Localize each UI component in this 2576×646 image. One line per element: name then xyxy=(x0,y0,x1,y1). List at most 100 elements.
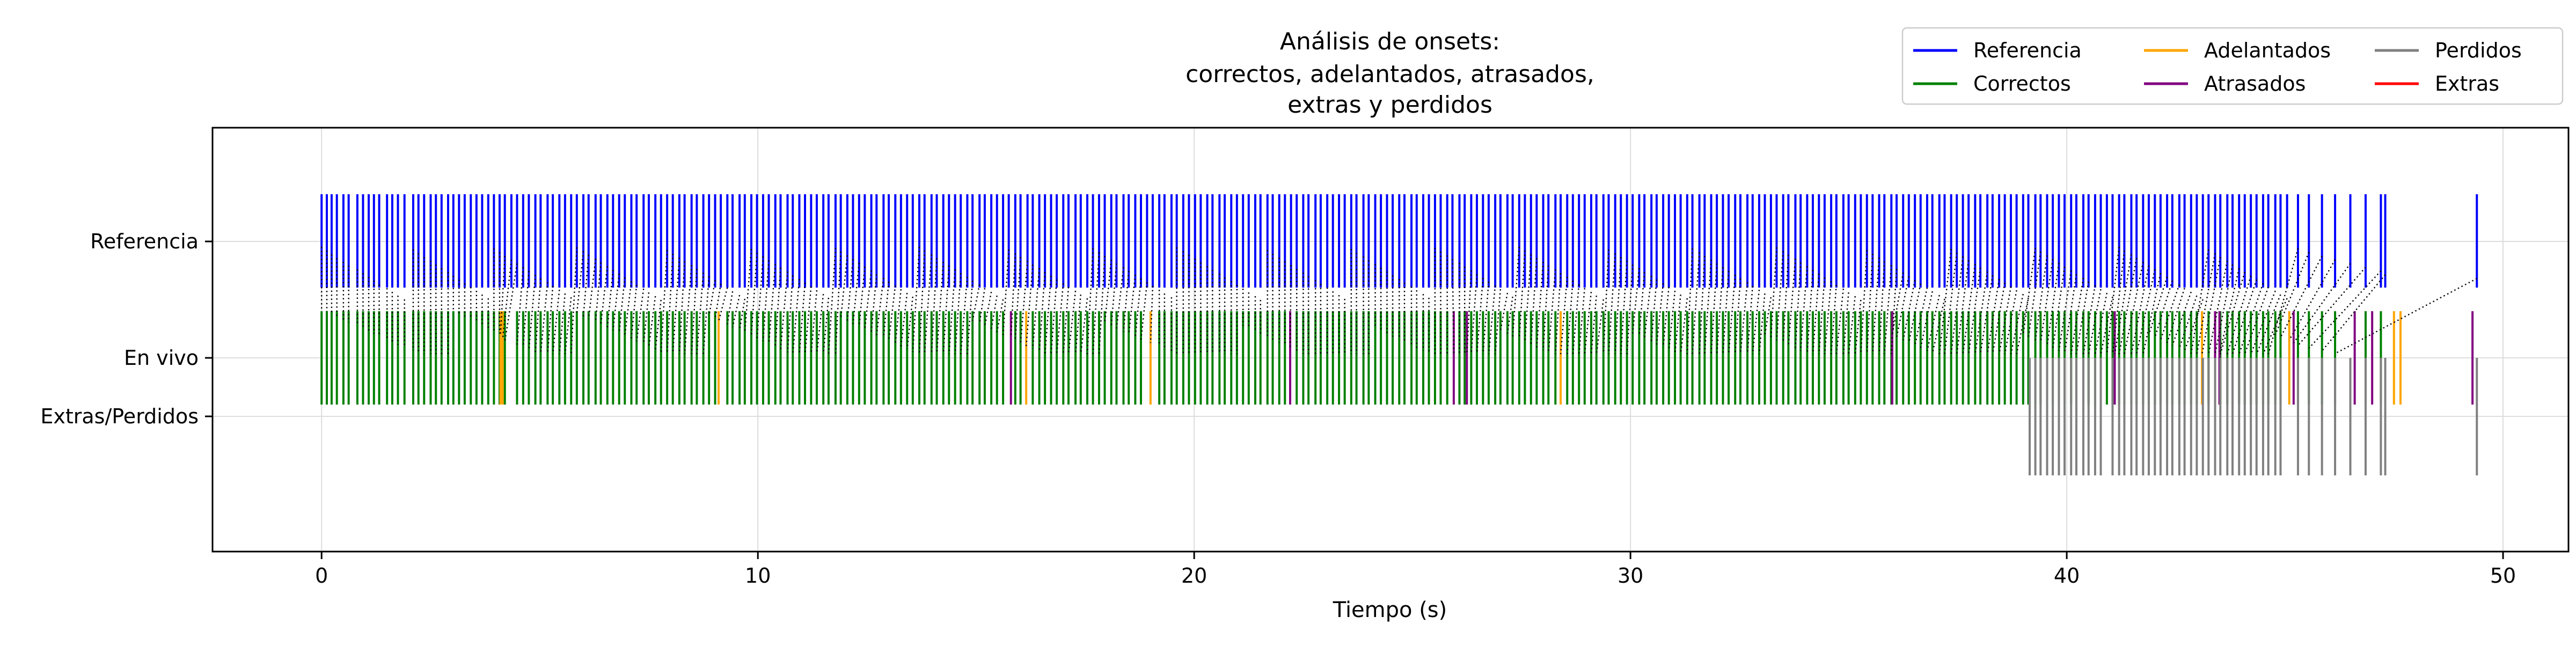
match-connector xyxy=(738,298,745,331)
match-connector xyxy=(804,286,812,355)
match-connectors xyxy=(321,246,2477,355)
match-connector xyxy=(1752,289,1760,355)
match-connector xyxy=(636,288,645,342)
x-tick-label: 20 xyxy=(1181,564,1207,588)
x-tick-label: 10 xyxy=(745,564,771,588)
match-connector xyxy=(1044,275,1052,355)
y-tick-label: Referencia xyxy=(90,230,199,253)
match-connector xyxy=(1614,256,1622,355)
match-connector xyxy=(2334,277,2477,355)
match-connector xyxy=(967,280,974,355)
match-connector xyxy=(2016,297,2029,355)
match-connector xyxy=(1735,278,1741,355)
match-connector xyxy=(924,254,932,355)
match-connector xyxy=(1812,273,1820,355)
match-connector xyxy=(1950,256,1964,355)
match-connector xyxy=(787,275,794,353)
match-connector xyxy=(2075,281,2089,355)
x-tick-label: 50 xyxy=(2490,564,2516,588)
match-connector xyxy=(2070,277,2084,355)
match-connector xyxy=(1944,252,1958,355)
match-connector xyxy=(900,292,908,347)
match-connector xyxy=(606,269,614,328)
match-connector xyxy=(1476,277,1484,355)
match-connector xyxy=(1608,253,1616,355)
legend-label: Adelantados xyxy=(2204,39,2331,62)
match-connector xyxy=(1524,254,1532,342)
match-connector xyxy=(2112,250,2125,355)
match-connector xyxy=(1512,246,1520,337)
match-connector xyxy=(2219,268,2240,355)
match-connector xyxy=(2114,254,2132,355)
match-connector xyxy=(1974,271,1988,355)
match-connector xyxy=(1104,259,1112,324)
chart-title-line-2: correctos, adelantados, atrasados, xyxy=(1185,61,1594,88)
match-connector xyxy=(888,285,896,341)
match-connector xyxy=(678,261,685,355)
match-connector xyxy=(1788,258,1796,346)
match-connector xyxy=(516,267,524,345)
match-connector xyxy=(883,281,890,339)
match-connector xyxy=(1710,263,1718,355)
match-connector xyxy=(864,270,872,330)
match-connector xyxy=(718,287,728,322)
match-connector xyxy=(1938,248,1952,355)
match-connector xyxy=(2100,296,2113,355)
match-connector xyxy=(2166,288,2185,343)
plot-area: 0 10 20 30 40 50 Referencia En vivo Extras/Perdi… xyxy=(40,127,2570,588)
legend-entry: Atrasados xyxy=(2144,72,2306,96)
match-connector xyxy=(960,276,968,355)
match-connector xyxy=(2171,291,2192,346)
match-connector xyxy=(2297,267,2366,346)
match-connector xyxy=(624,281,632,336)
match-connector xyxy=(1626,264,1634,355)
legend-entry: Extras xyxy=(2375,72,2499,96)
match-connector xyxy=(1872,257,1880,355)
match-connector xyxy=(684,265,692,355)
y-axis-ticks: Referencia En vivo Extras/Perdidos xyxy=(40,230,213,428)
match-connector xyxy=(984,291,992,327)
match-connector xyxy=(1866,253,1874,355)
match-connector xyxy=(1824,281,1832,355)
match-connector xyxy=(2058,270,2072,351)
match-connector xyxy=(840,255,848,319)
match-connector xyxy=(552,289,560,355)
series-perdidos xyxy=(2028,358,2478,475)
match-connector xyxy=(1967,267,1981,355)
x-tick-label: 0 xyxy=(315,564,328,588)
match-connector xyxy=(612,273,620,331)
legend-entry: Correctos xyxy=(1913,72,2071,96)
match-connector xyxy=(912,246,920,353)
legend-entry: Adelantados xyxy=(2144,39,2331,62)
match-connector xyxy=(822,297,830,355)
match-connector xyxy=(1098,255,1106,355)
match-connector xyxy=(2131,265,2150,355)
match-connector xyxy=(1602,249,1609,355)
match-connector xyxy=(1032,268,1040,349)
match-connector xyxy=(2004,290,2017,355)
match-connector xyxy=(1962,263,1976,355)
match-connector xyxy=(996,299,1004,333)
series-referencia xyxy=(320,194,2478,288)
match-connector xyxy=(1782,254,1789,343)
match-connector xyxy=(774,267,781,347)
legend-label: Atrasados xyxy=(2204,72,2306,96)
match-connector xyxy=(2118,258,2138,355)
match-connector xyxy=(502,259,513,339)
match-connector xyxy=(1020,260,1028,343)
chart-title: Análisis de onsets: correctos, adelantad… xyxy=(1185,28,1594,119)
match-connector xyxy=(1878,261,1885,355)
match-connector xyxy=(1038,271,1046,352)
match-connector xyxy=(600,266,608,325)
match-connector xyxy=(2196,253,2216,355)
match-connector xyxy=(1722,270,1730,355)
match-connector xyxy=(1848,296,1856,355)
match-connector xyxy=(2124,261,2144,355)
match-connector xyxy=(876,277,884,335)
match-connector xyxy=(1860,249,1868,355)
match-connector xyxy=(762,260,770,341)
match-connector xyxy=(1680,298,1688,355)
match-connector xyxy=(570,247,578,355)
match-connector xyxy=(1596,299,1604,355)
match-connector xyxy=(1931,298,1945,354)
